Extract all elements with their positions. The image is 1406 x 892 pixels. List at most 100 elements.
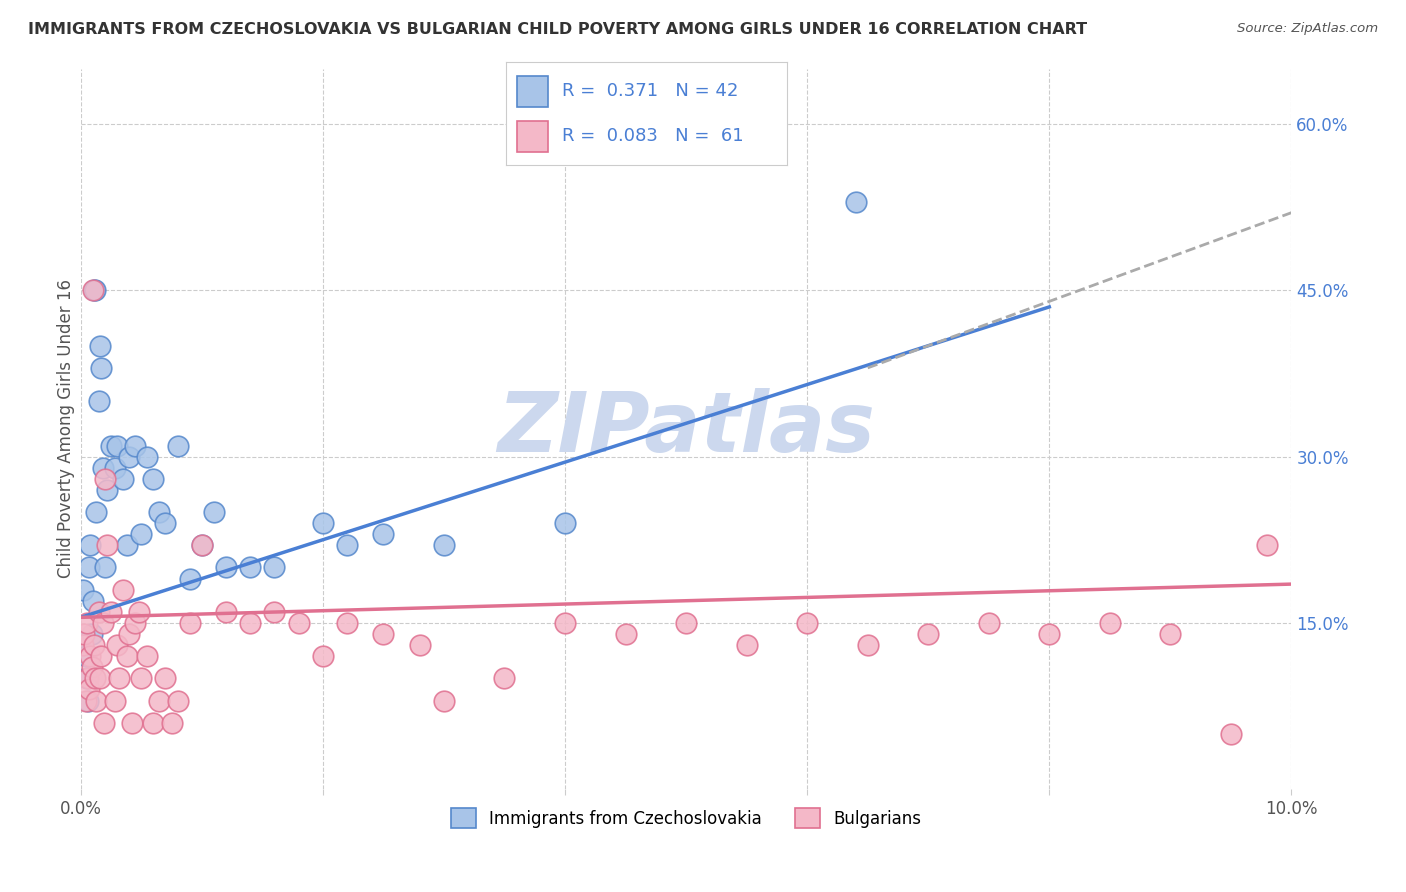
FancyBboxPatch shape xyxy=(517,121,548,152)
Point xyxy=(166,693,188,707)
Point xyxy=(433,693,456,707)
Point xyxy=(76,615,98,630)
Point xyxy=(83,638,105,652)
Point xyxy=(554,615,576,630)
Point xyxy=(977,615,1000,630)
FancyBboxPatch shape xyxy=(517,76,548,106)
Point xyxy=(124,438,146,452)
Point xyxy=(735,638,758,652)
Point xyxy=(84,283,107,297)
Point xyxy=(77,671,100,685)
Point xyxy=(148,505,170,519)
Point xyxy=(373,627,395,641)
Point xyxy=(494,671,516,685)
Point xyxy=(129,527,152,541)
Point xyxy=(1219,727,1241,741)
Text: R =  0.083   N =  61: R = 0.083 N = 61 xyxy=(562,128,744,145)
Point xyxy=(336,615,359,630)
Point xyxy=(91,460,114,475)
Point xyxy=(796,615,818,630)
Point xyxy=(373,527,395,541)
Point xyxy=(90,360,112,375)
Point xyxy=(96,538,118,552)
Point xyxy=(179,615,201,630)
Point xyxy=(104,460,127,475)
Point xyxy=(1098,615,1121,630)
Legend: Immigrants from Czechoslovakia, Bulgarians: Immigrants from Czechoslovakia, Bulgaria… xyxy=(444,801,928,835)
Point xyxy=(100,438,122,452)
Point xyxy=(118,450,141,464)
Point xyxy=(77,560,100,574)
Point xyxy=(202,505,225,519)
Point xyxy=(77,693,100,707)
Point xyxy=(75,693,97,707)
Point xyxy=(142,472,165,486)
Point xyxy=(91,615,114,630)
Point xyxy=(263,605,285,619)
Point xyxy=(105,638,128,652)
Point xyxy=(121,715,143,730)
Point xyxy=(160,715,183,730)
Point xyxy=(96,483,118,497)
Point xyxy=(166,438,188,452)
Point xyxy=(118,627,141,641)
Point xyxy=(336,538,359,552)
Text: IMMIGRANTS FROM CZECHOSLOVAKIA VS BULGARIAN CHILD POVERTY AMONG GIRLS UNDER 16 C: IMMIGRANTS FROM CZECHOSLOVAKIA VS BULGAR… xyxy=(28,22,1087,37)
Point xyxy=(80,627,103,641)
Point xyxy=(76,671,98,685)
Point xyxy=(675,615,697,630)
Point xyxy=(1038,627,1060,641)
Point xyxy=(86,693,108,707)
Point xyxy=(82,283,104,297)
Point xyxy=(136,649,159,664)
Point xyxy=(179,572,201,586)
Point xyxy=(77,682,100,697)
Point xyxy=(191,538,214,552)
Point xyxy=(94,472,117,486)
Point xyxy=(87,394,110,409)
Point xyxy=(112,582,135,597)
Point xyxy=(89,339,111,353)
Point xyxy=(1256,538,1278,552)
Point xyxy=(917,627,939,641)
Point xyxy=(84,671,107,685)
Point xyxy=(312,649,335,664)
Point xyxy=(856,638,879,652)
Text: R =  0.371   N = 42: R = 0.371 N = 42 xyxy=(562,82,738,100)
Point xyxy=(82,593,104,607)
Point xyxy=(79,538,101,552)
Point xyxy=(86,505,108,519)
Point xyxy=(239,560,262,574)
Point xyxy=(79,649,101,664)
Point xyxy=(409,638,432,652)
Point xyxy=(73,627,96,641)
Point xyxy=(614,627,637,641)
Point xyxy=(215,560,238,574)
Point xyxy=(105,438,128,452)
Point xyxy=(128,605,150,619)
Point xyxy=(72,638,94,652)
Point xyxy=(72,582,94,597)
Text: ZIPatlas: ZIPatlas xyxy=(498,388,875,469)
Point xyxy=(554,516,576,530)
Point xyxy=(108,671,131,685)
Point xyxy=(215,605,238,619)
Point xyxy=(112,472,135,486)
Point xyxy=(124,615,146,630)
Point xyxy=(115,538,138,552)
Point xyxy=(263,560,285,574)
Point xyxy=(129,671,152,685)
Point xyxy=(148,693,170,707)
Point xyxy=(100,605,122,619)
Y-axis label: Child Poverty Among Girls Under 16: Child Poverty Among Girls Under 16 xyxy=(58,279,75,578)
Point xyxy=(155,671,177,685)
Point xyxy=(83,283,105,297)
Point xyxy=(87,605,110,619)
Point xyxy=(115,649,138,664)
Point xyxy=(75,649,97,664)
Point xyxy=(155,516,177,530)
Point xyxy=(191,538,214,552)
Point xyxy=(239,615,262,630)
Point xyxy=(80,660,103,674)
Point xyxy=(89,671,111,685)
